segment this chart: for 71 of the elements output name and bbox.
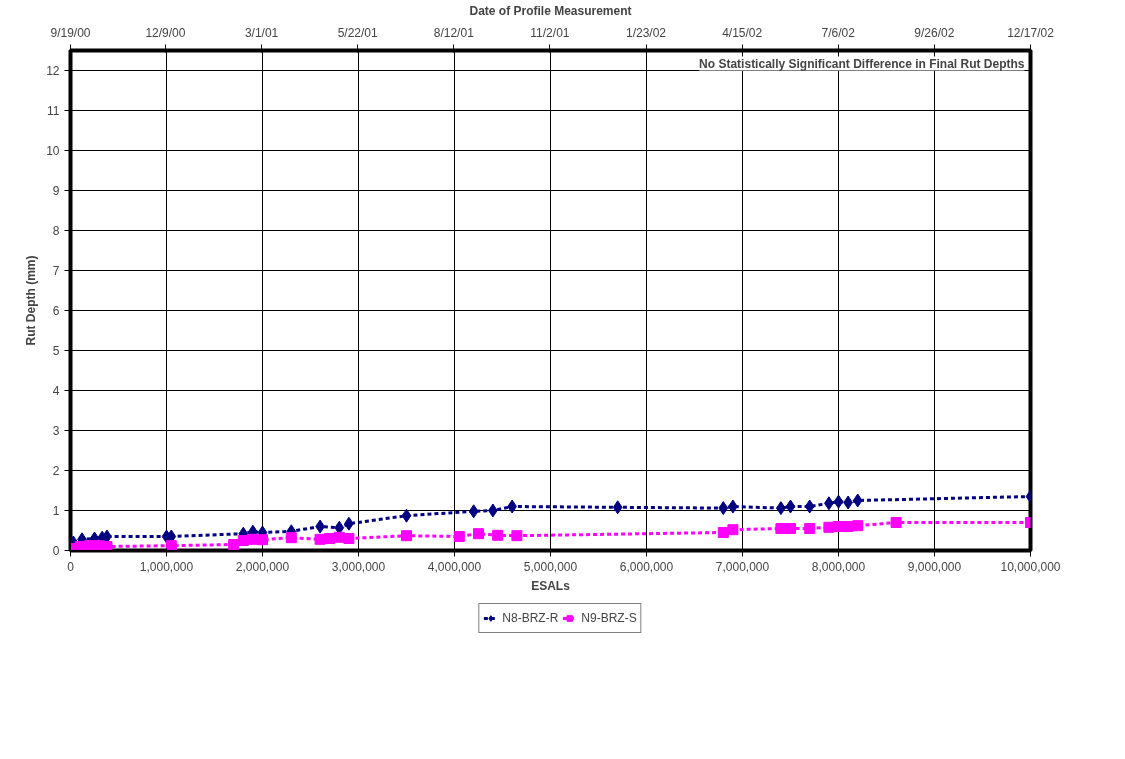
x-tick-label: 6,000,000 [619, 559, 674, 574]
point [852, 520, 864, 532]
y-tick-label: 3 [52, 424, 60, 438]
x2-tick-label: 1/23/02 [626, 25, 667, 40]
x-tick-label: 9,000,000 [907, 559, 962, 574]
legend-label: N8-BRZ-R [502, 610, 559, 625]
point [492, 529, 504, 541]
point [165, 540, 177, 551]
x2-tick-label: 5/22/01 [337, 25, 379, 40]
x2-tick-label: 3/1/01 [244, 25, 279, 40]
y-tick-label: 9 [52, 184, 60, 198]
x-tick-label: 2,000,000 [235, 559, 290, 574]
point [401, 530, 412, 542]
point [468, 504, 479, 519]
y-tick-label: 7 [52, 264, 60, 278]
y-tick-label: 11 [47, 104, 60, 118]
point [401, 508, 412, 523]
y-tick-label: 0 [52, 544, 60, 558]
point [785, 523, 796, 534]
x-tick-label: 0 [67, 559, 75, 574]
point [612, 500, 623, 515]
y-tick-label: 6 [52, 304, 60, 318]
point [718, 501, 729, 516]
point [453, 531, 465, 542]
point [852, 493, 863, 508]
point [247, 533, 259, 545]
x2-tick-label: 4/15/02 [722, 25, 763, 40]
point [314, 533, 326, 545]
x2-tick-label: 12/9/00 [145, 25, 186, 40]
point [334, 520, 345, 535]
x-tick-label: 4,000,000 [427, 559, 482, 574]
x-tick-label: 8,000,000 [811, 559, 866, 574]
point [804, 523, 816, 534]
x2-tick-label: 9/19/00 [50, 25, 91, 40]
y-tick-label: 5 [52, 344, 60, 358]
y-tick-label: 8 [52, 224, 60, 238]
point [343, 533, 355, 544]
point [285, 532, 297, 544]
point [804, 499, 815, 514]
x2-tick-label: 7/6/02 [821, 25, 856, 40]
point [890, 517, 902, 528]
y-axis-title: Rut Depth (mm) [24, 255, 39, 346]
x-tick-label: 1,000,000 [139, 559, 194, 574]
x-tick-label: 10,000,000 [1000, 559, 1061, 574]
point [257, 534, 268, 546]
x-tick-label: 5,000,000 [523, 559, 578, 574]
y-tick-label: 12 [46, 64, 60, 78]
y-tick-label: 1 [52, 504, 60, 518]
legend-label: N9-BRZ-S [581, 610, 637, 625]
x2-tick-label: 11/2/01 [530, 25, 570, 40]
point [823, 521, 835, 533]
point [842, 521, 854, 532]
x2-tick-label: 8/12/01 [433, 25, 475, 40]
annotation: No Statistically Significant Difference in Final Rut Depths [699, 56, 1025, 71]
point [833, 494, 844, 509]
x-axis-title: ESALs [531, 578, 571, 593]
y-tick-label: 10 [46, 144, 60, 158]
x-tick-label: 3,000,000 [331, 559, 386, 574]
point [727, 524, 739, 536]
point [228, 539, 240, 550]
x2-tick-label: 12/17/02 [1007, 25, 1055, 40]
point [324, 533, 336, 544]
x2-tick-label: 9/26/02 [914, 25, 955, 40]
point [785, 499, 796, 514]
x2-axis-title: Date of Profile Measurement [469, 3, 632, 18]
x-tick-label: 7,000,000 [715, 559, 770, 574]
y-tick-label: 2 [52, 464, 60, 478]
point [775, 523, 787, 534]
y-tick-label: 4 [52, 384, 60, 398]
point [511, 530, 523, 542]
point [473, 528, 484, 540]
